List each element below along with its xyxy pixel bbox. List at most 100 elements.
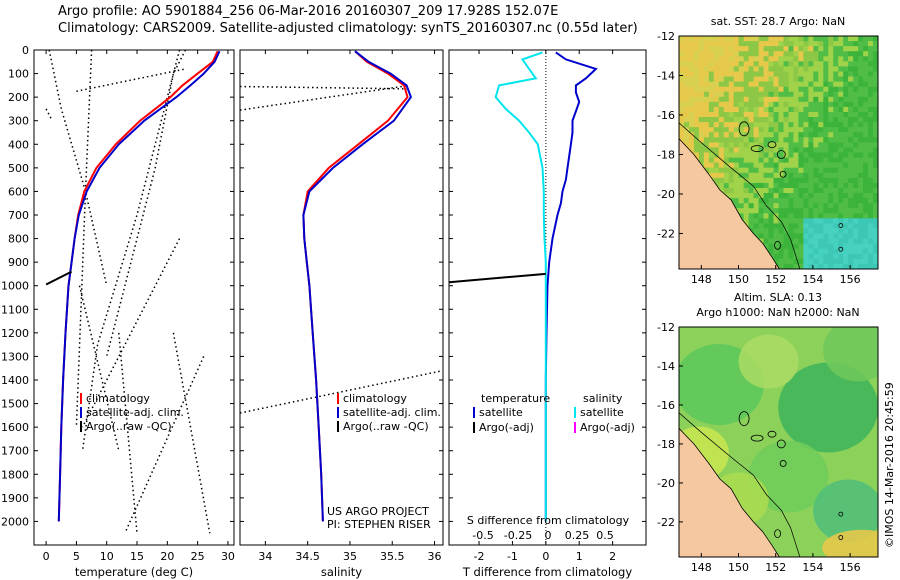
sst-pixel: [823, 122, 829, 128]
sst-pixel: [738, 81, 745, 88]
sst-pixel: [788, 147, 795, 154]
sst-pixel: [788, 56, 795, 62]
sst-pixel: [823, 132, 829, 138]
sst-pixel: [873, 41, 878, 47]
sst-pixel: [768, 167, 775, 174]
sst-pixel: [723, 162, 730, 169]
sst-pixel: [823, 46, 829, 52]
sst-pixel: [788, 223, 795, 230]
sst-pixel: [733, 66, 740, 73]
sst-pixel: [743, 66, 750, 73]
sst-pixel: [813, 253, 819, 260]
depth-tick-label: 1500: [1, 398, 29, 411]
sst-pixel: [788, 177, 795, 184]
map-x-tick-label: 150: [728, 273, 749, 286]
sst-pixel: [793, 238, 799, 245]
sst-pixel: [708, 36, 715, 42]
sst-pixel: [828, 172, 834, 179]
sst-pixel: [778, 76, 785, 83]
sst-pixel: [858, 253, 864, 260]
sst-pixel: [818, 193, 824, 199]
sst-pixel: [798, 188, 804, 194]
sst-pixel: [793, 86, 799, 93]
sst-pixel: [828, 228, 834, 235]
sst-pixel: [818, 243, 824, 250]
sst-pixel: [823, 86, 829, 93]
sst-pixel: [708, 167, 715, 174]
sst-pixel: [803, 106, 809, 113]
sst-pixel: [868, 167, 874, 174]
sst-pixel: [863, 86, 869, 93]
x-tick-label: 30: [221, 550, 235, 563]
sst-pixel: [803, 203, 809, 209]
sst-pixel: [863, 147, 869, 154]
sst-pixel: [763, 46, 770, 52]
sst-pixel: [723, 167, 730, 174]
sst-pixel: [773, 51, 780, 57]
sst-pixel: [778, 182, 785, 189]
depth-tick-label: 800: [8, 233, 29, 246]
depth-contour: [679, 412, 801, 557]
depth-tick-label: 1700: [1, 445, 29, 458]
sst-pixel: [803, 147, 809, 154]
sst-pixel: [823, 142, 829, 149]
sst-pixel: [689, 51, 695, 57]
sst-pixel: [793, 147, 799, 154]
sst-pixel: [838, 263, 844, 269]
sst-pixel: [748, 142, 755, 149]
sst-pixel: [728, 51, 735, 57]
sst-pixel: [873, 208, 878, 214]
dotted-reference-line: [75, 50, 93, 428]
sst-pixel: [823, 127, 829, 133]
x-tick-label: 0: [43, 550, 50, 563]
sst-pixel: [733, 182, 740, 189]
sst-pixel: [748, 208, 755, 214]
sst-pixel: [863, 66, 869, 73]
sst-pixel: [713, 36, 720, 42]
sst-pixel: [718, 177, 725, 184]
sst-pixel: [848, 167, 854, 174]
sst-pixel: [763, 106, 770, 113]
sst-pixel: [698, 81, 705, 88]
sst-pixel: [858, 172, 864, 179]
sst-pixel: [818, 228, 824, 235]
sst-pixel: [808, 66, 814, 73]
sst-pixel: [753, 86, 760, 93]
sst-pixel: [698, 91, 705, 98]
sst-pixel: [868, 66, 874, 73]
sst-pixel: [788, 243, 795, 250]
sst-pixel: [818, 253, 824, 260]
sst-pixel: [778, 238, 785, 245]
sst-pixel: [798, 243, 804, 250]
sst-pixel: [753, 152, 760, 159]
sst-pixel: [783, 137, 790, 143]
sst-pixel: [758, 177, 765, 184]
sst-pixel: [718, 71, 725, 78]
sst-pixel: [793, 61, 799, 67]
sst-pixel: [718, 81, 725, 88]
sst-pixel: [818, 41, 824, 47]
depth-tick-label: 700: [8, 209, 29, 222]
sst-pixel: [788, 258, 795, 265]
sst-pixel: [698, 86, 705, 93]
sst-pixel: [808, 177, 814, 184]
sst-pixel: [828, 46, 834, 52]
sst-pixel: [798, 218, 804, 224]
sst-pixel: [713, 167, 720, 174]
depth-contour: [679, 122, 801, 269]
sst-pixel: [803, 46, 809, 52]
sst-map-title: sat. SST: 28.7 Argo: NaN: [711, 15, 845, 28]
sst-pixel: [803, 172, 809, 179]
sst-pixel: [783, 56, 790, 62]
sst-pixel: [808, 36, 814, 42]
sst-pixel: [718, 157, 725, 164]
sst-pixel: [743, 147, 750, 154]
sst-pixel: [823, 51, 829, 57]
sst-pixel: [818, 117, 824, 123]
sst-pixel: [828, 208, 834, 214]
sst-pixel: [803, 223, 809, 230]
sst-pixel: [823, 36, 829, 42]
sst-pixel: [728, 167, 735, 174]
sst-pixel: [858, 117, 864, 123]
sst-pixel: [868, 162, 874, 169]
